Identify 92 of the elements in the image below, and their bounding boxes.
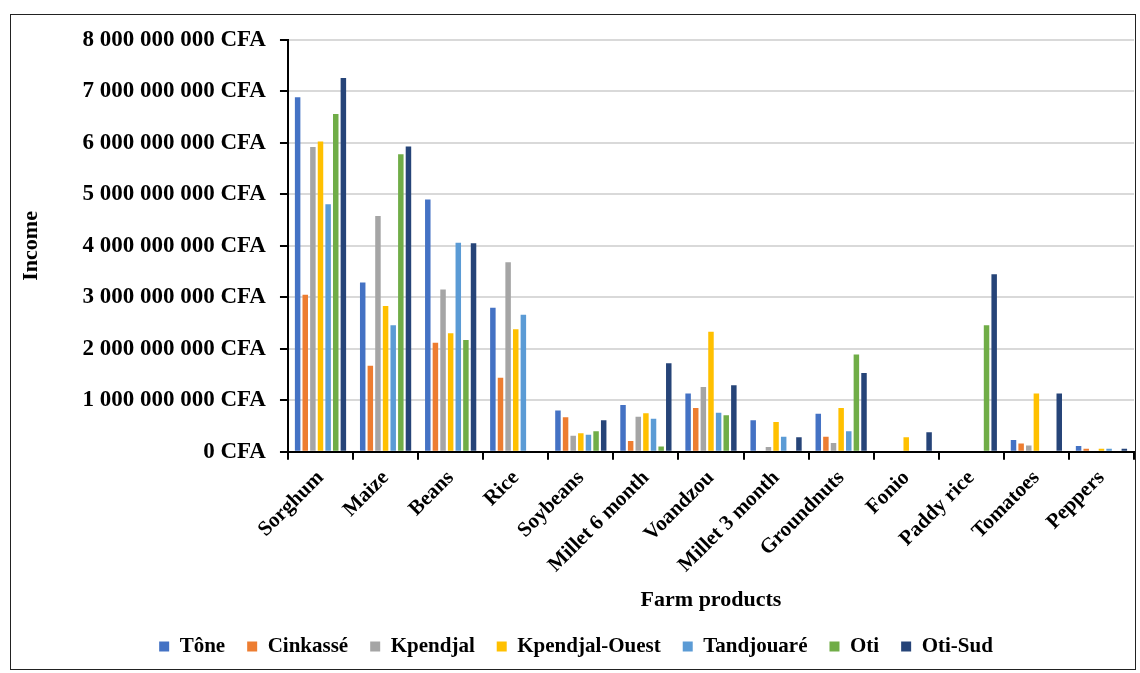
bar bbox=[926, 432, 932, 451]
bar bbox=[796, 437, 802, 451]
bar bbox=[765, 447, 772, 451]
bar bbox=[815, 413, 822, 451]
legend-label: Cinkassé bbox=[267, 632, 349, 657]
bar bbox=[830, 443, 837, 451]
bar bbox=[700, 386, 707, 451]
bar bbox=[773, 421, 779, 451]
bar bbox=[405, 146, 412, 451]
bar bbox=[1033, 393, 1040, 451]
y-tick-label: 2 000 000 000 CFA bbox=[82, 334, 267, 360]
bar bbox=[325, 204, 331, 451]
bar bbox=[578, 433, 584, 451]
x-tick-label: Rice bbox=[478, 465, 524, 511]
bar bbox=[390, 325, 396, 451]
bar bbox=[555, 410, 561, 451]
bar bbox=[382, 306, 389, 451]
bar bbox=[470, 243, 477, 451]
bar bbox=[627, 440, 634, 451]
x-axis-title: Farm products bbox=[640, 586, 782, 612]
bar bbox=[853, 354, 860, 451]
y-tick-label: 6 000 000 000 CFA bbox=[82, 128, 267, 154]
bar bbox=[861, 373, 867, 451]
bar bbox=[991, 274, 997, 451]
y-tick-label: 1 000 000 000 CFA bbox=[82, 386, 267, 412]
y-tick-label: 7 000 000 000 CFA bbox=[82, 77, 267, 103]
bar bbox=[1098, 448, 1105, 451]
legend-label: Tandjouaré bbox=[703, 632, 808, 657]
bar bbox=[398, 154, 404, 451]
bar bbox=[367, 365, 374, 451]
bar bbox=[294, 97, 301, 451]
bar bbox=[562, 417, 569, 451]
bar bbox=[1075, 446, 1082, 451]
bar bbox=[1018, 443, 1024, 451]
bar bbox=[635, 416, 642, 451]
bar bbox=[620, 404, 626, 451]
bar bbox=[359, 282, 366, 451]
bar bbox=[375, 216, 381, 451]
bar bbox=[1083, 448, 1089, 451]
y-tick-label: 5 000 000 000 CFA bbox=[82, 180, 267, 206]
bar bbox=[658, 446, 664, 451]
bar bbox=[340, 78, 347, 451]
bar bbox=[593, 431, 599, 451]
legend-label: Kpendjal-Ouest bbox=[517, 632, 661, 657]
bar bbox=[333, 114, 339, 451]
y-tick-label: 8 000 000 000 CFA bbox=[82, 25, 267, 51]
y-tick-label: 0 CFA bbox=[203, 437, 267, 463]
bar bbox=[310, 147, 316, 451]
bar bbox=[432, 342, 439, 451]
bar bbox=[666, 363, 672, 451]
bar bbox=[585, 434, 592, 451]
bar bbox=[650, 418, 657, 451]
bar bbox=[983, 325, 990, 451]
bar bbox=[425, 199, 431, 451]
bar bbox=[513, 329, 519, 451]
bar bbox=[723, 415, 729, 451]
bar bbox=[570, 435, 576, 451]
bar bbox=[823, 436, 829, 451]
y-tick-label: 3 000 000 000 CFA bbox=[82, 283, 267, 309]
bar bbox=[463, 340, 469, 451]
legend-label: Tône bbox=[179, 632, 226, 657]
bar bbox=[520, 314, 527, 451]
bar bbox=[490, 307, 496, 451]
bar bbox=[750, 420, 756, 451]
bar bbox=[600, 420, 607, 451]
bar bbox=[317, 141, 324, 451]
bar bbox=[1056, 393, 1062, 451]
bar bbox=[838, 408, 844, 451]
bar bbox=[715, 412, 722, 451]
bar bbox=[903, 437, 909, 451]
y-axis-title: Income bbox=[16, 210, 42, 281]
bar bbox=[497, 377, 504, 451]
bar bbox=[692, 408, 699, 451]
legend-label: Kpendjal bbox=[390, 632, 475, 657]
bar bbox=[731, 385, 737, 451]
bar bbox=[1121, 448, 1128, 451]
bar bbox=[302, 294, 308, 451]
bar bbox=[846, 431, 852, 451]
bar bbox=[1026, 445, 1032, 451]
bar bbox=[455, 242, 462, 451]
bar bbox=[1010, 439, 1017, 451]
bar bbox=[708, 331, 714, 451]
legend-label: Oti bbox=[849, 632, 880, 657]
bar bbox=[685, 393, 691, 451]
bar bbox=[780, 436, 787, 451]
bar bbox=[1106, 448, 1112, 451]
bar bbox=[643, 413, 649, 451]
legend-label: Oti-Sud bbox=[921, 632, 994, 657]
bar bbox=[447, 333, 454, 451]
bar bbox=[505, 262, 511, 451]
y-tick-label: 4 000 000 000 CFA bbox=[82, 231, 267, 257]
bar bbox=[440, 289, 446, 451]
